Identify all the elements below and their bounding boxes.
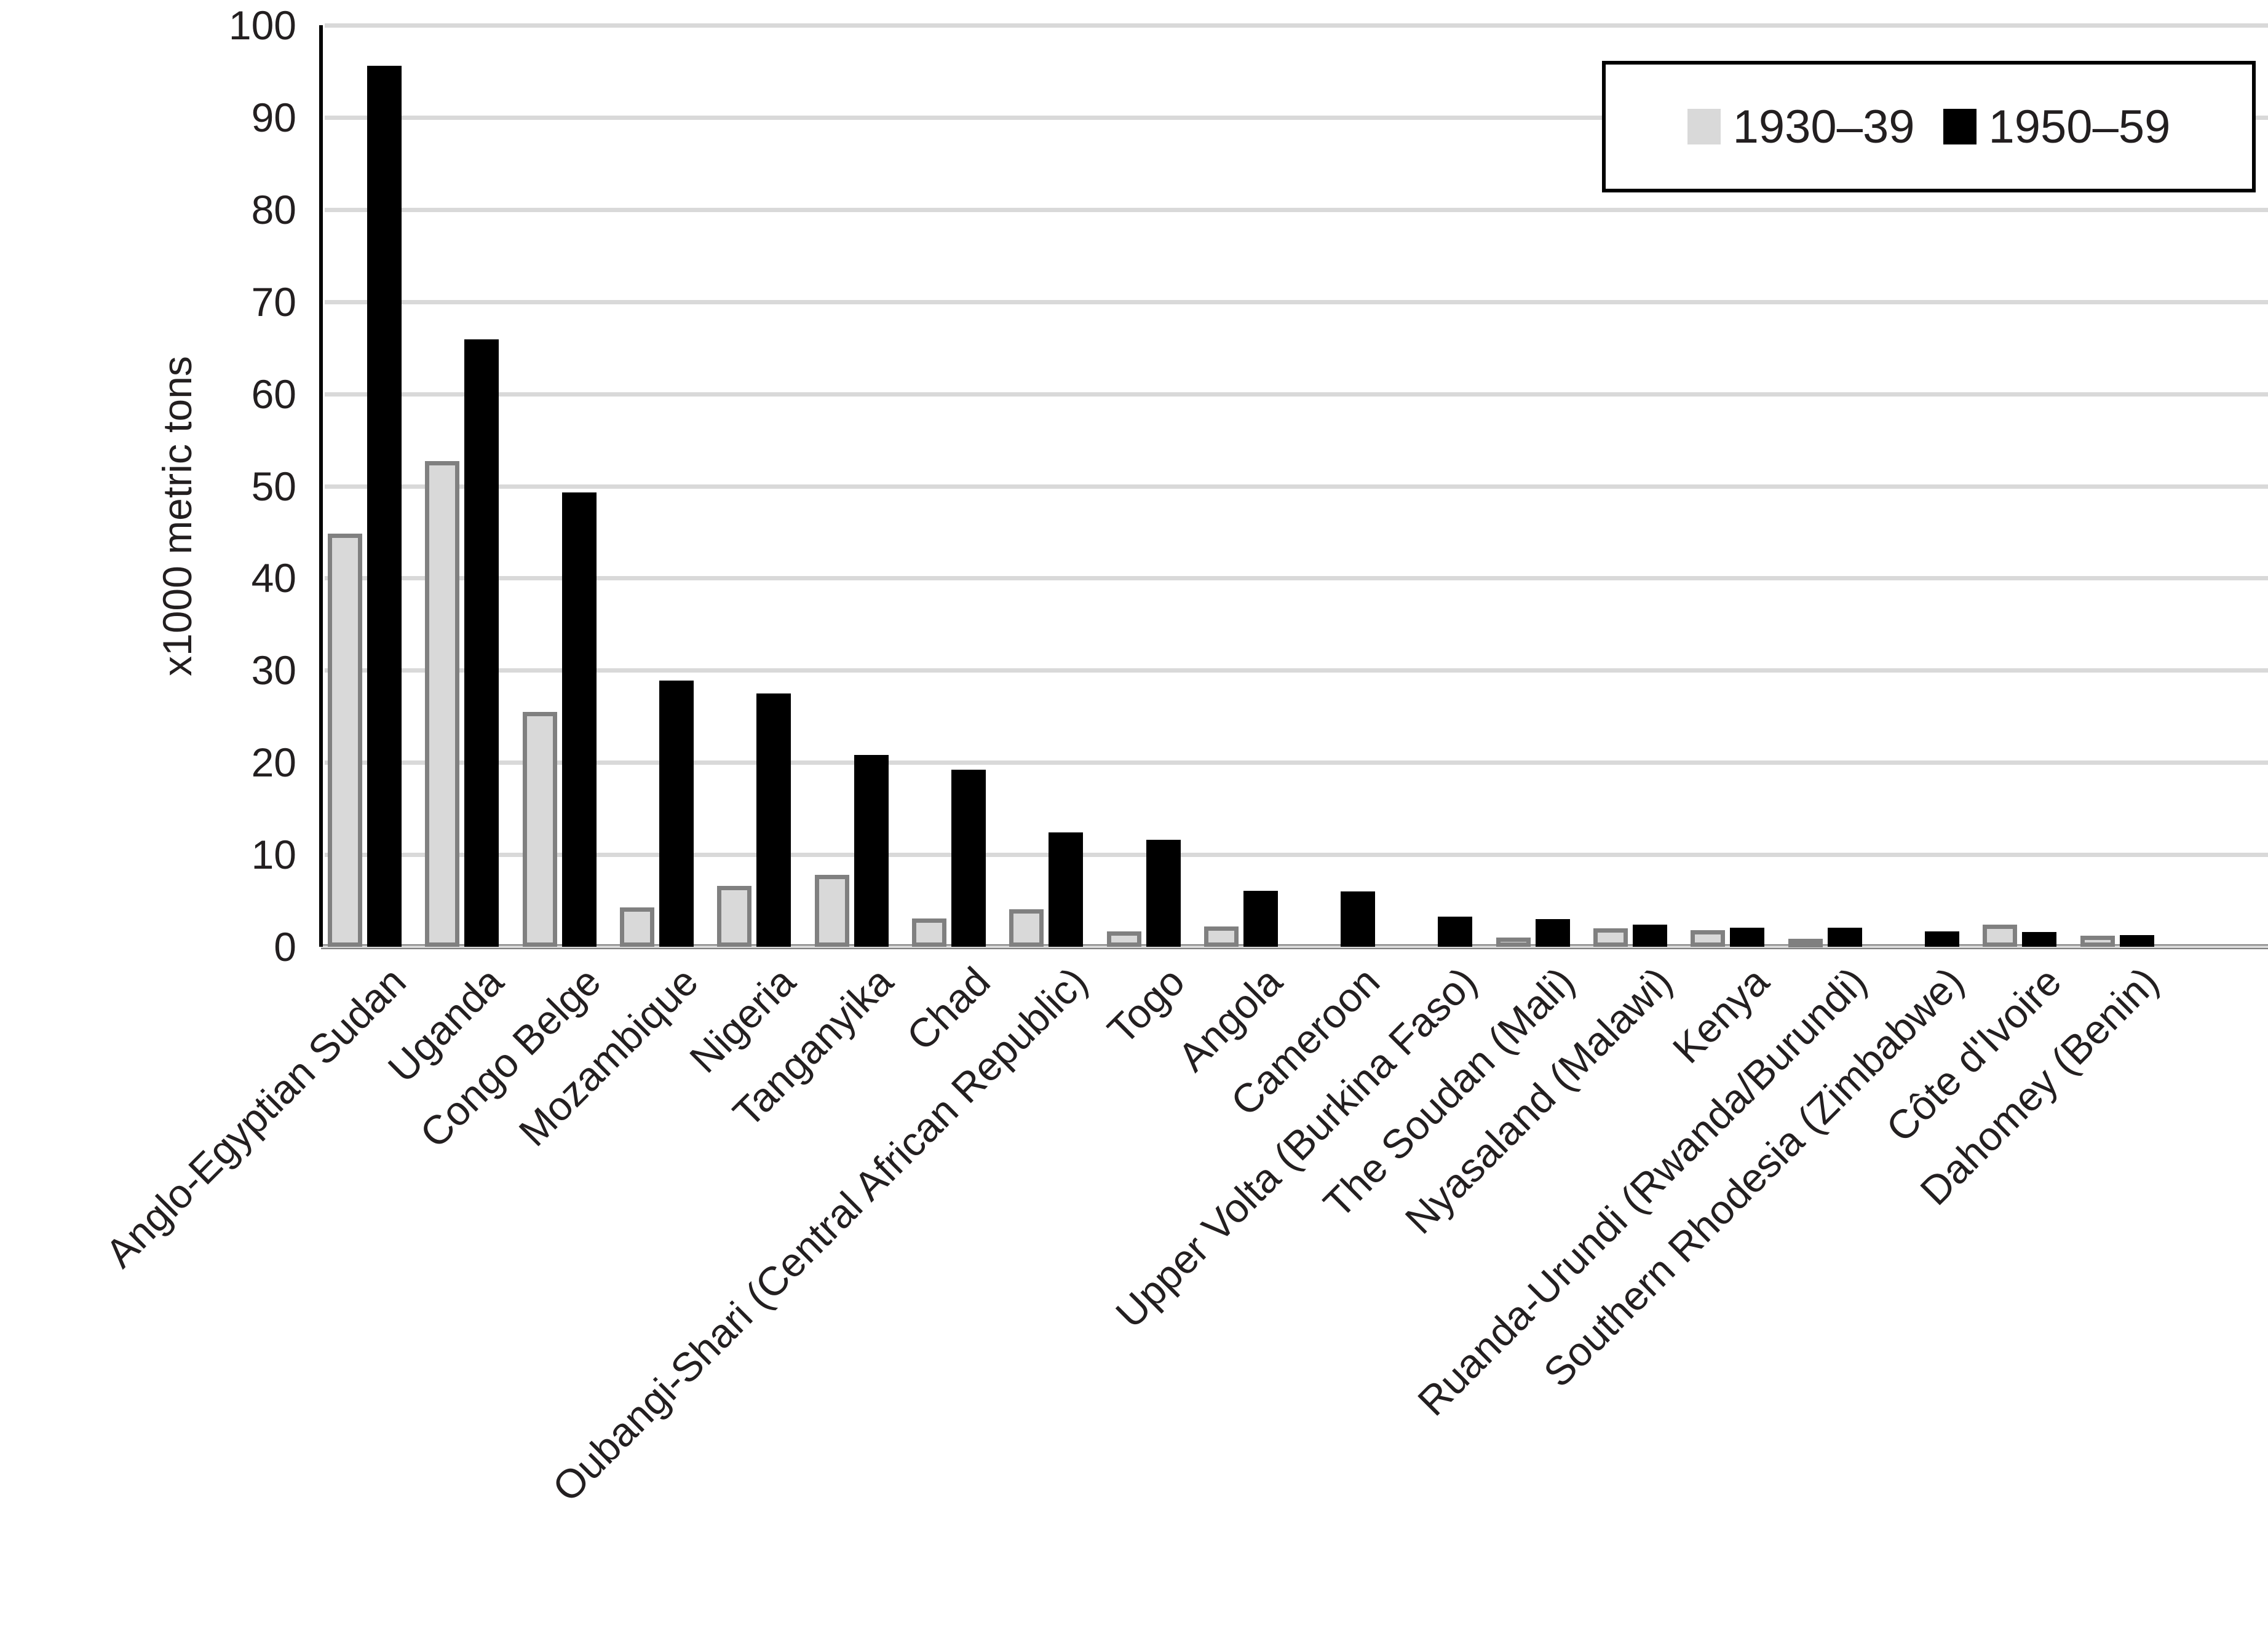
bar-1930-39 <box>2080 936 2115 947</box>
bar-1950-59 <box>367 65 402 947</box>
bar-1930-39 <box>425 461 460 947</box>
legend-label: 1930–39 <box>1732 100 1915 153</box>
bar-1930-39 <box>1691 930 1726 947</box>
y-tick-label: 10 <box>251 832 296 878</box>
bar-1950-59 <box>561 492 597 947</box>
y-tick-label: 40 <box>251 555 296 601</box>
bar-1930-39 <box>620 907 655 947</box>
bar-1930-39 <box>328 534 363 947</box>
bar-1950-59 <box>2022 932 2057 947</box>
bar-1950-59 <box>1730 927 1765 947</box>
gridline <box>325 853 2268 858</box>
bar-1930-39 <box>1496 938 1531 947</box>
y-tick-label: 60 <box>251 371 296 417</box>
bar-1930-39 <box>717 886 752 947</box>
legend-swatch-icon <box>1943 109 1977 144</box>
y-tick-label: 0 <box>274 924 296 970</box>
bar-1950-59 <box>1049 832 1084 947</box>
legend-swatch-icon <box>1687 109 1721 144</box>
bar-1930-39 <box>911 918 946 947</box>
gridline <box>325 23 2268 28</box>
gridline <box>325 576 2268 581</box>
y-tick-label: 30 <box>251 647 296 693</box>
bar-1950-59 <box>1535 919 1570 947</box>
gridline <box>325 115 2268 120</box>
bar-1950-59 <box>756 693 791 947</box>
gridline <box>325 760 2268 765</box>
bar-1930-39 <box>1983 925 2018 947</box>
gridline <box>325 207 2268 212</box>
bar-1950-59 <box>1827 927 1862 947</box>
bar-1930-39 <box>814 875 849 947</box>
bar-1950-59 <box>1146 840 1181 947</box>
gridline <box>325 299 2268 304</box>
y-axis-title: x1000 metric tons <box>154 356 200 676</box>
bar-1950-59 <box>1438 916 1473 947</box>
y-tick-label: 20 <box>251 740 296 786</box>
bar-1950-59 <box>2119 934 2154 947</box>
bar-1930-39 <box>1106 931 1141 947</box>
bar-1930-39 <box>1788 938 1823 947</box>
bar-1930-39 <box>522 711 557 947</box>
bar-1950-59 <box>854 755 889 947</box>
bar-1930-39 <box>1203 926 1239 947</box>
bar-1950-59 <box>1243 890 1278 947</box>
bar-1950-59 <box>1341 891 1376 947</box>
y-tick-label: 50 <box>251 463 296 509</box>
x-tick-label: Anglo-Egyptian Sudan <box>97 958 415 1276</box>
legend-label: 1950–59 <box>1988 100 2171 153</box>
bar-1950-59 <box>659 680 694 947</box>
legend-item: 1950–59 <box>1943 100 2171 154</box>
legend-item: 1930–39 <box>1687 100 1915 154</box>
bar-1950-59 <box>951 770 986 947</box>
bar-1930-39 <box>1593 928 1628 947</box>
y-axis-line <box>319 25 323 947</box>
gridline <box>325 668 2268 673</box>
y-tick-label: 80 <box>251 186 296 232</box>
y-tick-label: 90 <box>251 94 296 140</box>
gridline <box>325 484 2268 489</box>
y-tick-label: 70 <box>251 278 296 325</box>
bar-1950-59 <box>1924 931 1959 947</box>
gridline <box>325 392 2268 397</box>
y-tick-label: 100 <box>228 2 296 48</box>
x-axis-baseline <box>321 944 2268 949</box>
bar-1950-59 <box>464 339 499 947</box>
bar-1930-39 <box>1009 909 1044 947</box>
legend: 1930–39 1950–59 <box>1602 61 2256 192</box>
bar-1950-59 <box>1633 925 1668 947</box>
